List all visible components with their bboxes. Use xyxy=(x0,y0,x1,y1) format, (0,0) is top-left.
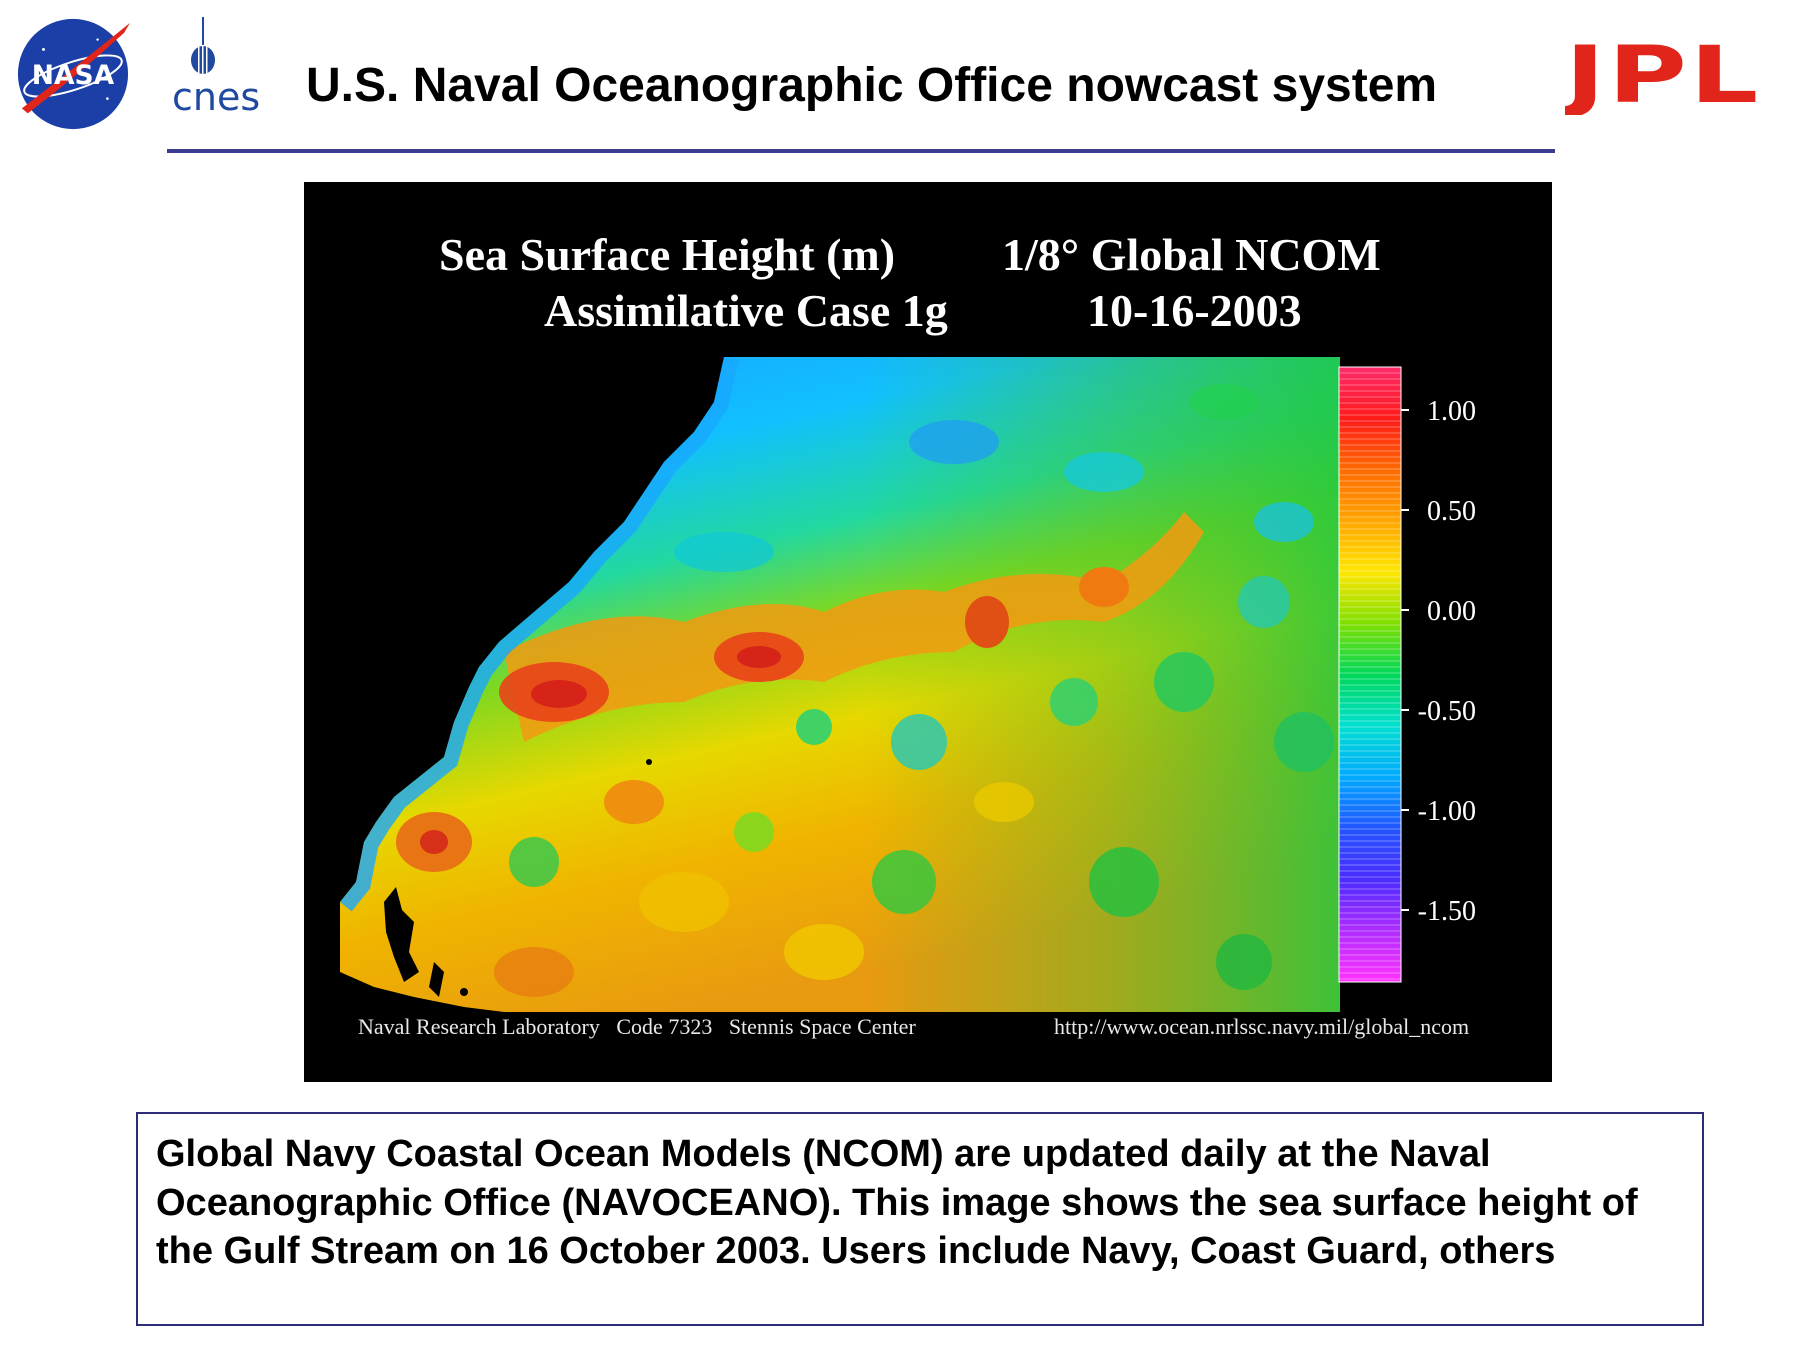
colorbar-tick-label: -0.50 xyxy=(1418,696,1476,727)
map-title-case: Assimilative Case 1g xyxy=(544,285,948,336)
colorbar xyxy=(1338,366,1402,983)
nasa-logo: NASA xyxy=(17,18,131,130)
title-divider xyxy=(167,149,1555,153)
map-title-date: 10-16-2003 xyxy=(1087,285,1302,336)
colorbar-tick-label: -1.50 xyxy=(1418,896,1476,927)
credit-url: http://www.ocean.nrlssc.navy.mil/global_… xyxy=(1054,1014,1469,1039)
nasa-logo-text: NASA xyxy=(32,60,115,91)
map-title-model: 1/8° Global NCOM xyxy=(1002,229,1381,280)
cnes-logo: cnes xyxy=(172,17,260,115)
caption-text: Global Navy Coastal Ocean Models (NCOM) … xyxy=(156,1133,1638,1272)
caption-box: Global Navy Coastal Ocean Models (NCOM) … xyxy=(136,1112,1704,1326)
colorbar-tick-label: 1.00 xyxy=(1427,396,1476,427)
ssh-figure: Sea Surface Height (m) 1/8° Global NCOM … xyxy=(304,182,1552,1082)
cnes-logo-text: cnes xyxy=(172,75,260,115)
map-title-variable: Sea Surface Height (m) xyxy=(439,229,895,280)
ssh-field xyxy=(340,353,1340,1012)
ssh-map-figure: Sea Surface Height (m) 1/8° Global NCOM … xyxy=(340,229,1476,1039)
jpl-logo: JPL xyxy=(1565,40,1761,115)
credit-institution: Naval Research Laboratory Code 7323 Sten… xyxy=(358,1014,916,1039)
page-title: U.S. Naval Oceanographic Office nowcast … xyxy=(306,59,1438,112)
jpl-logo-text: JPL xyxy=(1565,40,1761,115)
colorbar-ticks: 1.00 0.50 0.00 -0.50 -1.00 -1.50 xyxy=(1339,372,1476,980)
colorbar-tick-label: -1.00 xyxy=(1418,796,1476,827)
colorbar-tick-label: 0.50 xyxy=(1427,496,1476,527)
colorbar-tick-label: 0.00 xyxy=(1427,596,1476,627)
